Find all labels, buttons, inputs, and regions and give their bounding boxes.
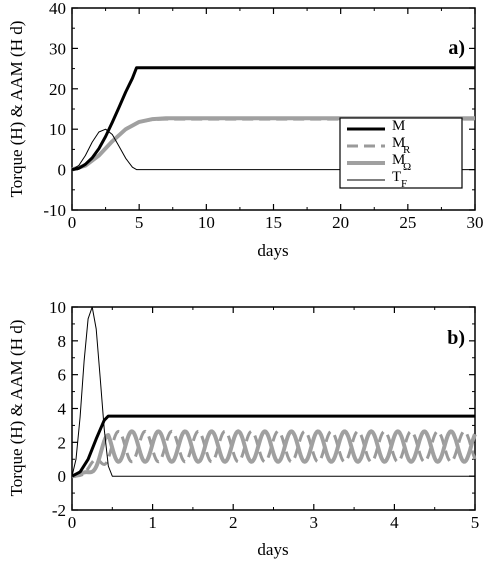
y-tick-label: 2 <box>58 433 67 452</box>
y-axis-label-b: Torque (H) & AAM (H d) <box>7 320 26 497</box>
x-tick-label: 10 <box>198 213 215 232</box>
y-axis-label-a: Torque (H) & AAM (H d) <box>7 21 26 198</box>
series-line-tf <box>71 306 475 477</box>
x-tick-label: 5 <box>135 213 144 232</box>
x-tick-label: 4 <box>390 513 399 532</box>
x-axis-label-a: days <box>257 241 288 260</box>
series-b <box>71 306 477 479</box>
y-tick-label: 0 <box>58 467 67 486</box>
y-tick-label: 30 <box>49 39 66 58</box>
x-tick-label: 25 <box>399 213 416 232</box>
y-tick-label: 4 <box>58 400 67 419</box>
x-tick-label: 0 <box>68 513 77 532</box>
legend-label-momega: M <box>392 152 405 168</box>
series-line-m <box>71 116 475 172</box>
panel-label-a: a) <box>448 37 465 59</box>
x-tick-label: 15 <box>265 213 282 232</box>
y-tick-label: 6 <box>58 366 67 385</box>
x-tick-label: 0 <box>68 213 77 232</box>
y-tick-label: 10 <box>49 298 66 317</box>
y-tick-label: 0 <box>58 161 67 180</box>
legend-a: M M R M Ω T F <box>339 117 463 190</box>
x-tick-label: 2 <box>229 513 238 532</box>
legend-label-m: M <box>392 118 405 134</box>
x-tick-label: 30 <box>467 213 484 232</box>
series-line-m <box>71 429 477 479</box>
series-line-m <box>71 414 475 478</box>
y-tick-label: 40 <box>49 0 66 18</box>
series-a <box>71 66 475 172</box>
x-axis-label-b: days <box>257 540 288 559</box>
x-tick-label: 1 <box>148 513 157 532</box>
y-tick-label: 10 <box>49 120 66 139</box>
y-tick-label: -2 <box>52 501 66 520</box>
x-tick-label: 20 <box>332 213 349 232</box>
plot-frame-b <box>71 306 476 511</box>
x-tick-label: 5 <box>471 513 480 532</box>
legend-label-tf: T <box>392 169 401 185</box>
series-line-m <box>71 66 475 172</box>
y-tick-label: 20 <box>49 80 66 99</box>
y-tick-label: 8 <box>58 332 67 351</box>
legend-sub-mr: R <box>403 144 411 156</box>
legend-sub-tf: F <box>401 178 407 190</box>
panel-label-b: b) <box>447 327 465 349</box>
legend-label-mr: M <box>392 135 405 151</box>
x-tick-label: 3 <box>310 513 319 532</box>
legend-sub-momega: Ω <box>403 161 411 173</box>
series-line-mr <box>71 429 477 478</box>
y-tick-label: -10 <box>43 201 66 220</box>
